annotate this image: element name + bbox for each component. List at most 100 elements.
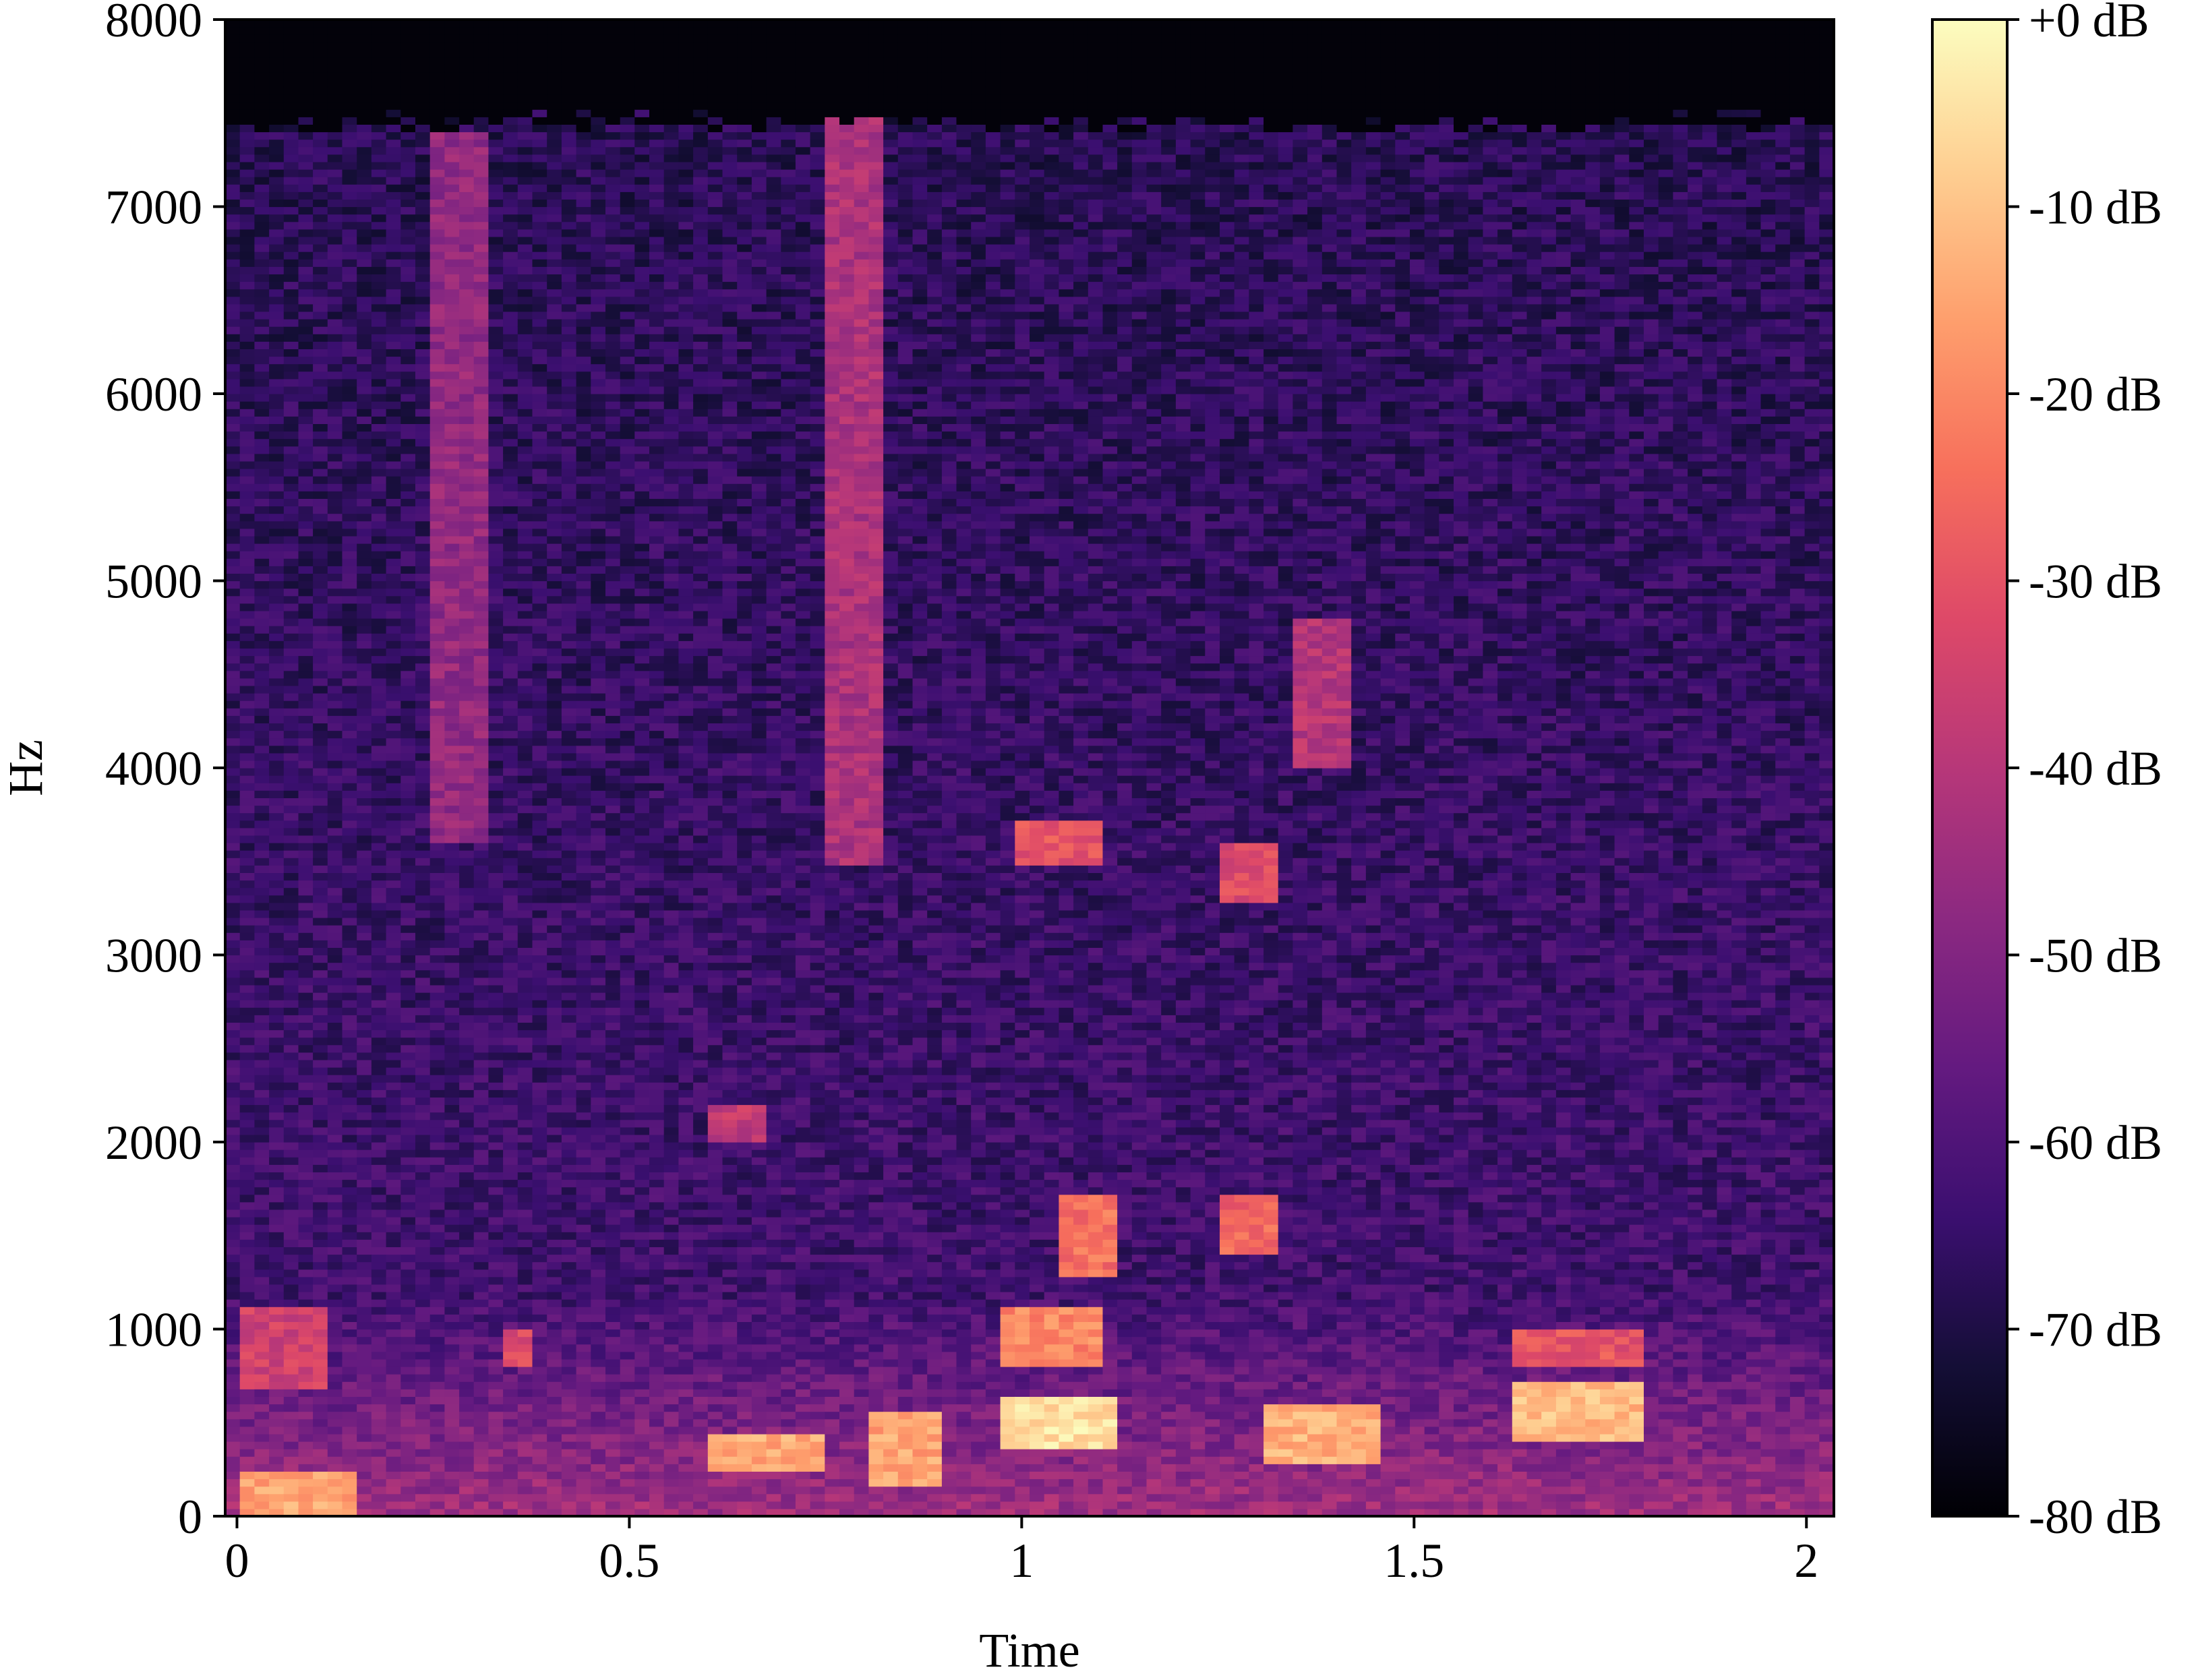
spectrogram-cell — [357, 1247, 372, 1255]
spectrogram-cell — [473, 1075, 489, 1083]
spectrogram-cell — [517, 86, 533, 95]
spectrogram-cell — [386, 760, 401, 769]
spectrogram-cell — [254, 1089, 270, 1098]
spectrogram-cell — [283, 962, 299, 971]
spectrogram-cell — [517, 1187, 533, 1195]
spectrogram-cell — [459, 161, 475, 170]
spectrogram-cell — [488, 483, 504, 491]
spectrogram-cell — [239, 1314, 255, 1322]
spectrogram-cell — [298, 259, 314, 267]
spectrogram-cell — [269, 1284, 285, 1292]
spectrogram-cell — [547, 909, 562, 918]
spectrogram-cell — [239, 610, 255, 619]
spectrogram-cell — [327, 491, 343, 499]
spectrogram-cell — [254, 146, 270, 155]
spectrogram-cell — [254, 423, 270, 432]
spectrogram-cell — [473, 1501, 489, 1509]
spectrogram-cell — [473, 1336, 489, 1345]
spectrogram-cell — [313, 715, 328, 723]
spectrogram-cell — [254, 349, 270, 357]
spectrogram-cell — [357, 902, 372, 911]
spectrogram-cell — [298, 962, 314, 971]
spectrogram-cell — [357, 1367, 372, 1375]
spectrogram-cell — [444, 715, 460, 723]
spectrogram-cell — [547, 27, 562, 35]
spectrogram-cell — [327, 1134, 343, 1143]
spectrogram-cell — [371, 880, 387, 889]
spectrogram-cell — [342, 947, 357, 956]
spectrogram-cell — [298, 57, 314, 65]
spectrogram-cell — [429, 1134, 445, 1143]
spectrogram-cell — [225, 551, 241, 559]
spectrogram-cell — [547, 1261, 562, 1270]
spectrogram-cell — [386, 947, 401, 956]
spectrogram-cell — [283, 798, 299, 806]
spectrogram-cell — [327, 738, 343, 746]
spectrogram-cell — [488, 1336, 504, 1345]
spectrogram-cell — [327, 244, 343, 252]
spectrogram-cell — [444, 1508, 460, 1517]
spectrogram-cell — [357, 401, 372, 409]
spectrogram-cell — [327, 1276, 343, 1285]
spectrogram-cell — [386, 633, 401, 641]
spectrogram-cell — [342, 670, 357, 679]
spectrogram-cell — [298, 34, 314, 42]
spectrogram-cell — [254, 595, 270, 604]
spectrogram-cell — [517, 131, 533, 140]
spectrogram-cell — [371, 476, 387, 484]
spectrogram-cell — [283, 311, 299, 320]
spectrogram-cell — [283, 109, 299, 117]
spectrogram-cell — [415, 909, 431, 918]
spectrogram-cell — [503, 535, 518, 544]
spectrogram-cell — [298, 161, 314, 170]
spectrogram-cell — [400, 730, 416, 739]
spectrogram-cell — [473, 117, 489, 125]
spectrogram-cell — [429, 1104, 445, 1113]
spectrogram-cell — [386, 289, 401, 297]
spectrogram-cell — [400, 1157, 416, 1165]
spectrogram-cell — [254, 918, 270, 926]
spectrogram-cell — [283, 909, 299, 918]
spectrogram-cell — [386, 1015, 401, 1023]
spectrogram-cell — [386, 1000, 401, 1008]
spectrogram-cell — [400, 206, 416, 215]
spectrogram-cell — [429, 1127, 445, 1135]
spectrogram-cell — [386, 49, 401, 58]
spectrogram-cell — [327, 1007, 343, 1015]
spectrogram-cell — [298, 827, 314, 836]
spectrogram-cell — [473, 962, 489, 971]
spectrogram-cell — [313, 1022, 328, 1031]
spectrogram-cell — [327, 1299, 343, 1307]
spectrogram-cell — [473, 909, 489, 918]
spectrogram-cell — [239, 146, 255, 155]
spectrogram-cell — [429, 610, 445, 619]
spectrogram-cell — [357, 858, 372, 866]
spectrogram-cell — [239, 371, 255, 380]
spectrogram-cell — [283, 266, 299, 274]
spectrogram-cell — [503, 1007, 518, 1015]
spectrogram-cell — [327, 453, 343, 462]
spectrogram-cell — [357, 723, 372, 731]
spectrogram-cell — [225, 1456, 241, 1464]
spectrogram-cell — [503, 1164, 518, 1172]
spectrogram-cell — [371, 42, 387, 50]
spectrogram-cell — [371, 1247, 387, 1255]
spectrogram-cell — [561, 633, 577, 641]
spectrogram-cell — [532, 341, 547, 349]
spectrogram-cell — [254, 880, 270, 889]
spectrogram-cell — [473, 977, 489, 986]
spectrogram-cell — [386, 798, 401, 806]
spectrogram-cell — [225, 169, 241, 177]
spectrogram-cell — [254, 798, 270, 806]
spectrogram-cell — [386, 378, 401, 387]
spectrogram-cell — [415, 1358, 431, 1367]
spectrogram-cell — [547, 520, 562, 529]
spectrogram-cell — [342, 161, 357, 170]
spectrogram-cell — [327, 1307, 343, 1315]
spectrogram-cell — [327, 1254, 343, 1263]
spectrogram-cell — [283, 700, 299, 709]
spectrogram-cell — [254, 603, 270, 611]
spectrogram-cell — [239, 1089, 255, 1098]
spectrogram-cell — [283, 274, 299, 282]
spectrogram-cell — [547, 566, 562, 574]
